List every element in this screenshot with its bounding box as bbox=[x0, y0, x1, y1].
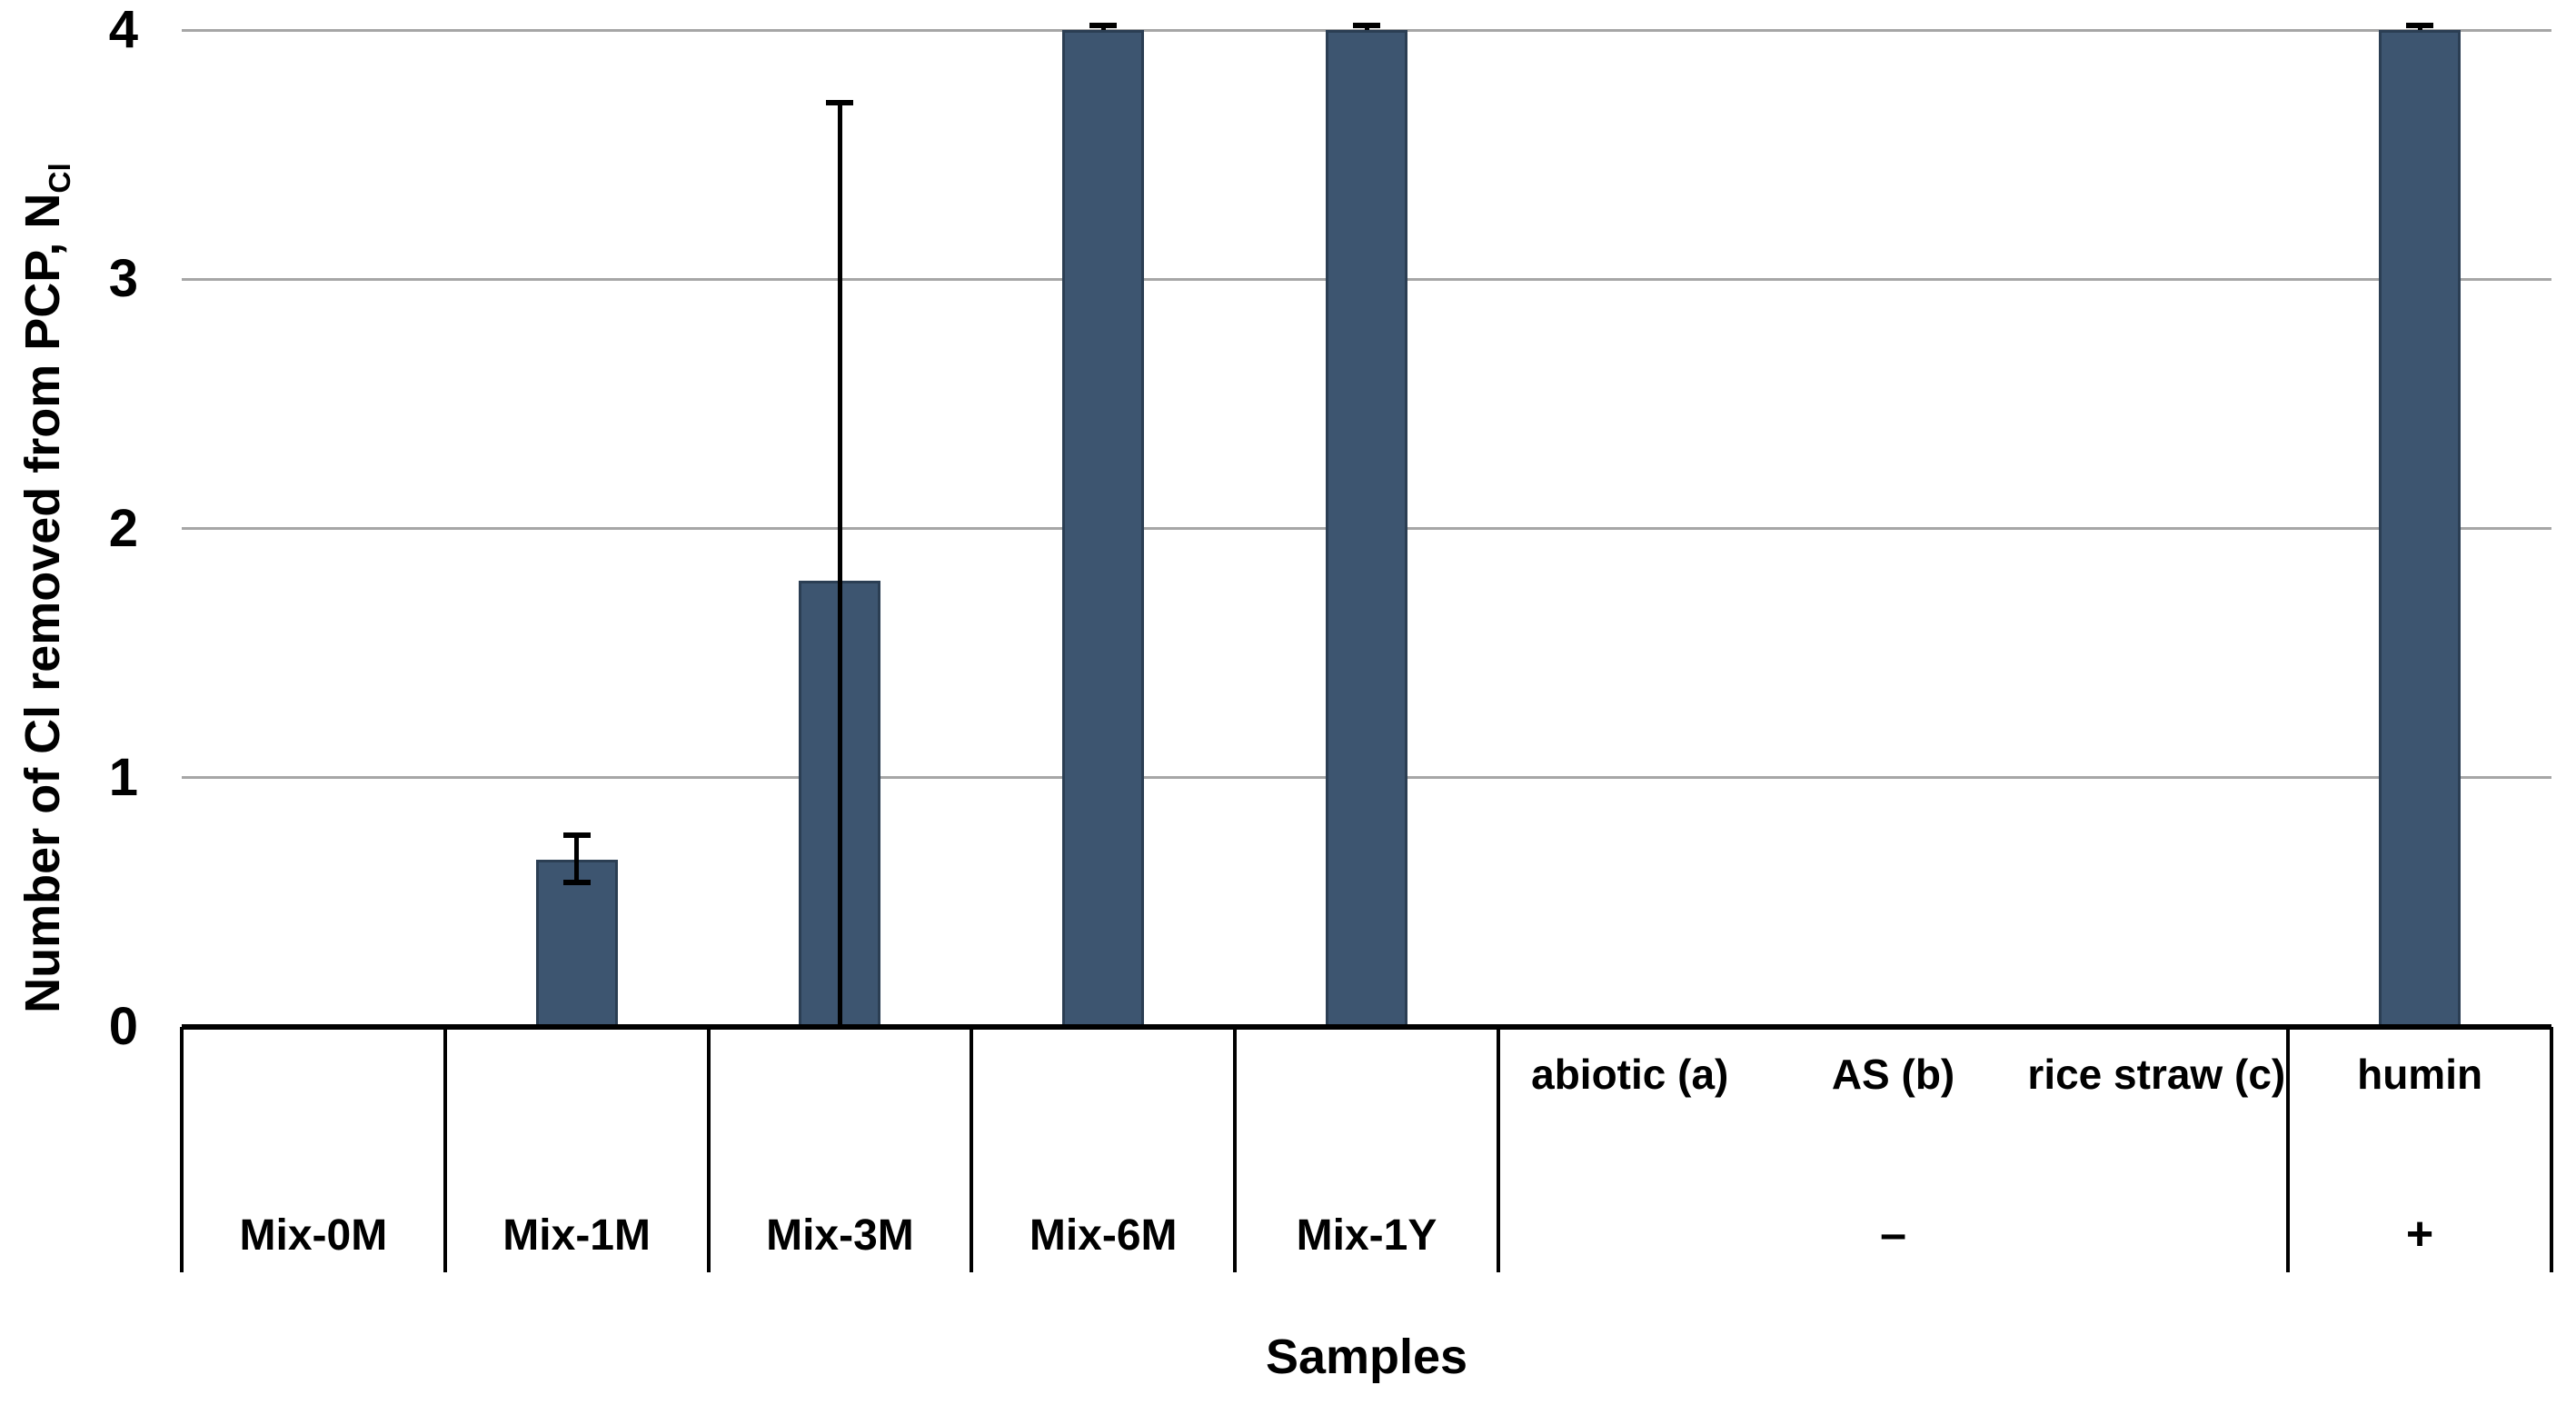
bar-Mix-1Y bbox=[1326, 30, 1407, 1027]
error-bar bbox=[574, 834, 580, 882]
sample-label: Mix-1M bbox=[502, 1211, 651, 1260]
sample-label: Mix-0M bbox=[239, 1211, 388, 1260]
sample-group-label: abiotic (a) bbox=[1531, 1051, 1729, 1098]
y-tick-label: 4 bbox=[108, 0, 138, 59]
y-tick-label: 3 bbox=[108, 249, 138, 309]
y-axis-title: Number of Cl removed from PCP, NCl bbox=[14, 61, 77, 1115]
error-bar bbox=[837, 102, 842, 1027]
y-tick-label: 0 bbox=[108, 997, 138, 1056]
error-bar-cap-top bbox=[826, 99, 854, 105]
table-divider bbox=[2286, 1027, 2291, 1272]
bar-humin bbox=[2379, 30, 2462, 1027]
error-bar-cap-top bbox=[2406, 22, 2434, 28]
table-divider bbox=[443, 1027, 447, 1272]
table-divider bbox=[180, 1027, 184, 1272]
table-divider bbox=[970, 1027, 974, 1272]
sample-group-label: rice straw (c) bbox=[2027, 1051, 2286, 1098]
sample-label: Mix-6M bbox=[1029, 1211, 1178, 1260]
error-bar-cap-bottom bbox=[562, 879, 591, 885]
bar-Mix-6M bbox=[1062, 30, 1145, 1027]
minus-group-sign: – bbox=[1880, 1208, 1906, 1261]
sample-group-label: humin bbox=[2357, 1051, 2483, 1098]
sample-label: Mix-1Y bbox=[1296, 1211, 1437, 1260]
y-tick-label: 1 bbox=[108, 747, 138, 807]
error-bar-cap-top bbox=[562, 832, 591, 838]
table-divider bbox=[1496, 1027, 1500, 1272]
table-divider bbox=[706, 1027, 711, 1272]
x-axis-line bbox=[182, 1024, 2551, 1030]
error-bar-cap-top bbox=[1353, 22, 1380, 28]
sample-label: Mix-3M bbox=[766, 1211, 914, 1260]
table-divider bbox=[2550, 1027, 2553, 1272]
y-axis-title-subscript: Cl bbox=[43, 163, 77, 194]
y-tick-label: 2 bbox=[108, 498, 138, 558]
x-axis-title: Samples bbox=[1265, 1330, 1468, 1384]
plus-group-sign: + bbox=[2405, 1208, 2434, 1261]
y-axis-title-main: Number of Cl removed from PCP, N bbox=[15, 193, 70, 1013]
table-divider bbox=[1233, 1027, 1238, 1272]
sample-group-label: AS (b) bbox=[1831, 1051, 1955, 1098]
error-bar-cap-top bbox=[1089, 22, 1118, 28]
